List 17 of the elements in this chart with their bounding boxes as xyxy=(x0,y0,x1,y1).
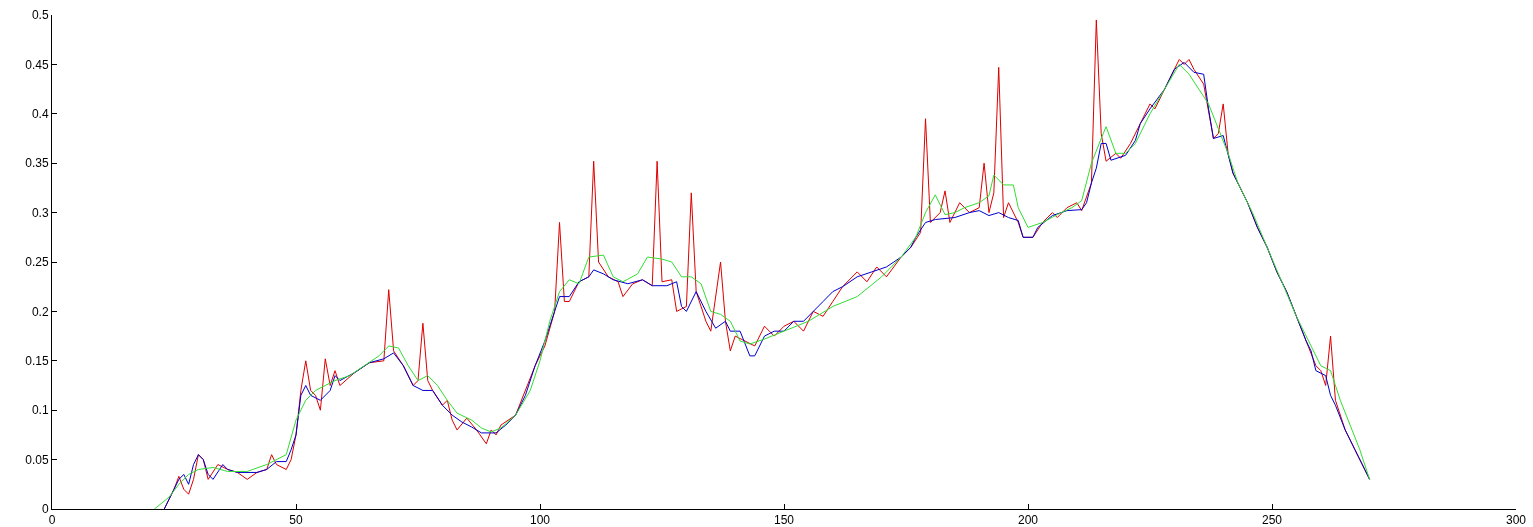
y-tick-label: 0.1 xyxy=(31,403,49,418)
y-tick-label: 0.05 xyxy=(25,452,49,467)
x-tick-label: 100 xyxy=(529,513,551,527)
x-tick-label: 150 xyxy=(773,513,795,527)
x-tick-label: 250 xyxy=(1261,513,1283,527)
y-tick-label: 0.4 xyxy=(31,107,49,121)
y-tick-label: 0.35 xyxy=(25,156,49,171)
x-tick-label: 300 xyxy=(1505,513,1527,527)
y-tick-label: 0.15 xyxy=(25,354,49,368)
x-tick-label: 50 xyxy=(289,513,303,527)
y-tick-label: 0.5 xyxy=(31,8,49,23)
y-tick-label: 0 xyxy=(41,502,49,517)
x-tick-label: 200 xyxy=(1017,513,1039,527)
y-tick-label: 0.2 xyxy=(31,304,49,319)
y-tick-label: 0.45 xyxy=(25,57,49,72)
y-tick-label: 0.25 xyxy=(25,255,49,270)
y-tick-label: 0.3 xyxy=(31,205,49,220)
